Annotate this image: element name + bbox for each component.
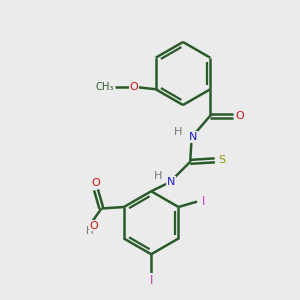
Text: O: O <box>89 220 98 231</box>
Text: O: O <box>92 178 100 188</box>
Text: H: H <box>85 226 93 236</box>
Text: O: O <box>130 82 139 92</box>
Text: O: O <box>235 111 244 121</box>
Text: H: H <box>154 171 162 181</box>
Text: N: N <box>189 132 197 142</box>
Text: H: H <box>174 127 182 137</box>
Text: I: I <box>202 195 205 208</box>
Text: CH₃: CH₃ <box>96 82 114 92</box>
Text: N: N <box>167 177 176 187</box>
Text: S: S <box>218 155 225 165</box>
Text: I: I <box>149 274 153 287</box>
